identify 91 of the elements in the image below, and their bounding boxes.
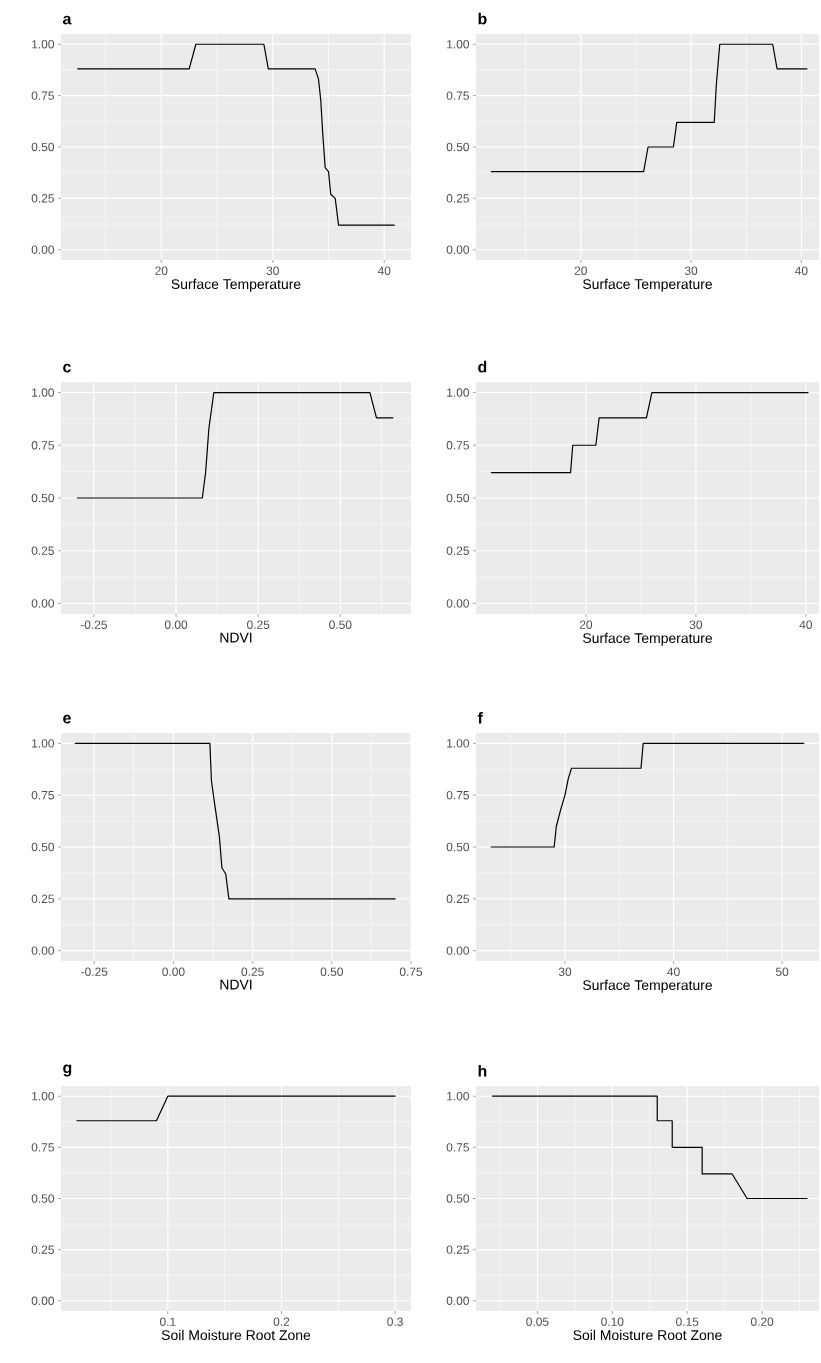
- y-tick-label: 0.75: [446, 441, 469, 450]
- x-tick-label: -0.25: [80, 620, 107, 629]
- y-tick-label: 0.25: [446, 894, 469, 904]
- line-series: [76, 391, 394, 499]
- y-tick-label: 0.25: [31, 1245, 54, 1254]
- x-axis-title: Surface Temperature: [583, 979, 712, 993]
- chart-title: e: [63, 714, 71, 724]
- y-tick-label: 1.00: [447, 40, 470, 49]
- x-tick-label: 0.20: [750, 1317, 774, 1326]
- y-tick-label: 1.00: [32, 40, 55, 49]
- x-tick-label: 40: [799, 620, 812, 629]
- x-tick-label: 0.25: [247, 620, 270, 629]
- x-tick-label: 0.00: [164, 620, 188, 629]
- x-tick-label: 0.00: [162, 967, 185, 976]
- chart-title: d: [478, 360, 487, 373]
- x-tick-label: 0.2: [273, 1317, 290, 1326]
- y-tick-label: 0.50: [446, 142, 470, 152]
- x-axis-title: Soil Moisture Root Zone: [161, 1329, 311, 1341]
- x-tick-label: 0.05: [526, 1317, 549, 1326]
- y-tick-label: 0.75: [31, 91, 54, 100]
- y-tick-label: 1.00: [32, 739, 55, 748]
- line-series: [77, 43, 395, 226]
- y-tick-label: 0.75: [31, 790, 54, 800]
- y-tick-label: 0.50: [31, 842, 55, 852]
- x-tick-label: 30: [684, 266, 698, 275]
- x-tick-label: 0.1: [159, 1317, 176, 1326]
- y-tick-label: 0.50: [446, 842, 470, 852]
- x-tick-label: 30: [558, 967, 572, 976]
- chart-title: g: [63, 1064, 72, 1077]
- line-series: [491, 1095, 808, 1200]
- chart-title: c: [63, 363, 71, 373]
- x-axis-title: NDVI: [220, 632, 252, 643]
- y-tick-label: 0.00: [446, 599, 470, 608]
- y-tick-label: 0.75: [446, 1143, 469, 1152]
- line-series: [490, 43, 808, 173]
- y-tick-label: 0.00: [31, 245, 55, 254]
- y-tick-label: 1.00: [447, 739, 470, 748]
- chart-title: a: [62, 15, 72, 25]
- x-tick-label: 50: [775, 967, 789, 976]
- x-tick-label: 0.50: [329, 620, 352, 629]
- y-tick-label: 0.00: [31, 599, 55, 608]
- y-tick-label: 0.00: [446, 1296, 470, 1305]
- x-tick-label: 20: [579, 620, 593, 629]
- x-tick-label: 0.25: [241, 967, 264, 976]
- y-tick-label: 0.75: [446, 790, 469, 800]
- x-tick-label: 30: [266, 266, 279, 275]
- x-tick-label: 0.75: [399, 967, 423, 976]
- line-series: [490, 742, 805, 848]
- x-tick-label: 0.15: [676, 1317, 699, 1326]
- chart-title: f: [477, 711, 483, 724]
- chart-title: h: [478, 1064, 487, 1077]
- y-tick-label: 1.00: [447, 1092, 470, 1101]
- y-tick-label: 0.75: [31, 441, 54, 450]
- y-tick-label: 1.00: [32, 388, 55, 397]
- y-tick-label: 0.25: [31, 546, 54, 555]
- x-axis-title: Soil Moisture Root Zone: [573, 1329, 722, 1341]
- y-tick-label: 0.25: [31, 894, 54, 904]
- x-tick-label: 20: [574, 266, 587, 275]
- x-tick-label: 20: [155, 266, 168, 275]
- line-series: [74, 742, 396, 900]
- x-axis-title: Surface Temperature: [171, 278, 301, 292]
- x-axis-title: Surface Temperature: [583, 278, 713, 292]
- x-tick-label: 0.10: [601, 1317, 624, 1326]
- y-tick-label: 0.75: [446, 91, 469, 100]
- y-tick-label: 1.00: [447, 388, 470, 397]
- y-tick-label: 0.50: [31, 493, 55, 503]
- line-series: [490, 391, 809, 474]
- x-tick-label: 40: [667, 967, 680, 976]
- y-tick-label: 0.00: [31, 1296, 55, 1305]
- x-tick-label: 0.50: [320, 967, 343, 976]
- y-tick-label: 0.00: [446, 946, 470, 955]
- y-tick-label: 0.25: [446, 1245, 469, 1254]
- y-tick-label: 0.25: [31, 194, 54, 203]
- x-tick-label: 0.3: [387, 1317, 403, 1326]
- x-axis-title: NDVI: [220, 979, 252, 990]
- y-tick-label: 0.50: [446, 493, 470, 503]
- x-tick-label: 40: [795, 266, 808, 275]
- y-tick-label: 0.50: [446, 1194, 470, 1203]
- y-tick-label: 0.25: [446, 546, 469, 555]
- y-tick-label: 0.25: [446, 194, 469, 203]
- y-tick-label: 0.00: [446, 245, 470, 254]
- chart-title: b: [478, 12, 487, 25]
- y-tick-label: 0.00: [31, 946, 55, 955]
- y-tick-label: 0.50: [31, 142, 55, 152]
- x-axis-title: Surface Temperature: [583, 632, 713, 646]
- x-tick-label: -0.25: [81, 967, 108, 976]
- x-tick-label: 30: [689, 620, 703, 629]
- y-tick-label: 0.50: [31, 1194, 55, 1203]
- y-tick-label: 0.75: [31, 1143, 54, 1152]
- y-tick-label: 1.00: [32, 1092, 55, 1101]
- x-tick-label: 40: [377, 266, 391, 275]
